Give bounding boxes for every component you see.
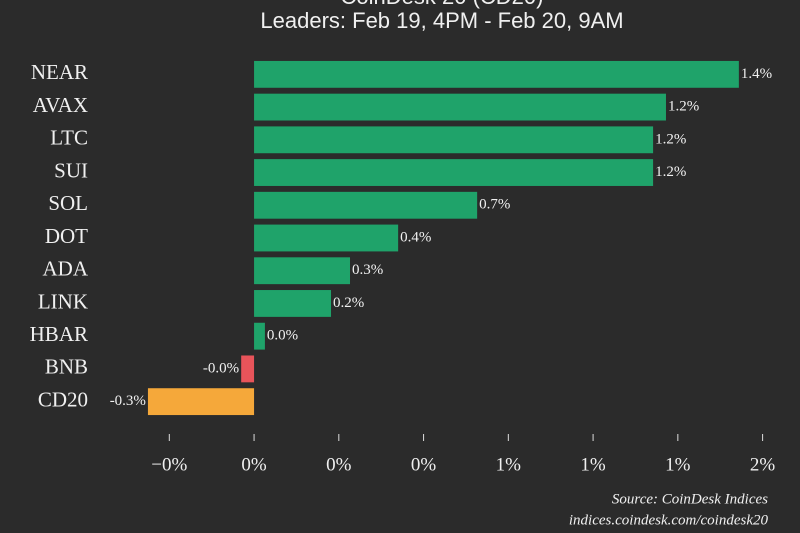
value-label: 1.2% <box>655 131 686 147</box>
x-tick-label: −0% <box>151 454 187 475</box>
category-label: SUI <box>54 158 88 182</box>
bar <box>254 126 654 154</box>
value-label: -0.0% <box>203 360 239 376</box>
bar <box>254 322 265 350</box>
category-label: AVAX <box>33 93 88 117</box>
source-note: Source: CoinDesk Indices <box>612 491 768 507</box>
x-tick-label: 2% <box>750 454 776 475</box>
category-label: LINK <box>38 289 88 313</box>
value-label: 0.7% <box>479 197 510 213</box>
value-label: -0.3% <box>110 393 146 409</box>
value-label: 1.4% <box>741 66 772 82</box>
category-label: NEAR <box>31 60 88 84</box>
category-label: HBAR <box>30 322 88 346</box>
x-tick-label: 1% <box>580 454 606 475</box>
bar <box>241 355 255 383</box>
value-label: 1.2% <box>655 164 686 180</box>
x-tick-label: 0% <box>241 454 267 475</box>
x-tick-label: 0% <box>411 454 437 475</box>
value-label: 0.0% <box>267 328 298 344</box>
bar <box>254 60 739 88</box>
bar <box>254 257 351 285</box>
category-label: LTC <box>50 126 88 150</box>
value-label: 0.2% <box>333 295 364 311</box>
category-label: CD20 <box>38 387 88 411</box>
source-url: indices.coindesk.com/coindesk20 <box>569 512 769 528</box>
category-label: SOL <box>48 191 88 215</box>
x-tick-label: 1% <box>496 454 522 475</box>
category-label: BNB <box>45 355 88 379</box>
bar <box>254 224 399 252</box>
chart-subtitle: Leaders: Feb 19, 4PM - Feb 20, 9AM <box>260 8 623 33</box>
category-label: ADA <box>43 257 89 281</box>
chart-title: CoinDesk 20 (CD20) <box>341 0 544 9</box>
bar <box>254 159 654 186</box>
bar <box>147 388 255 416</box>
value-label: 0.4% <box>400 229 431 245</box>
bar <box>254 191 478 219</box>
category-label: DOT <box>45 224 88 248</box>
value-label: 1.2% <box>668 99 699 115</box>
value-label: 0.3% <box>352 262 383 278</box>
bar <box>254 290 332 317</box>
x-tick-label: 0% <box>326 454 352 475</box>
bar <box>254 93 666 121</box>
x-tick-label: 1% <box>665 454 691 475</box>
